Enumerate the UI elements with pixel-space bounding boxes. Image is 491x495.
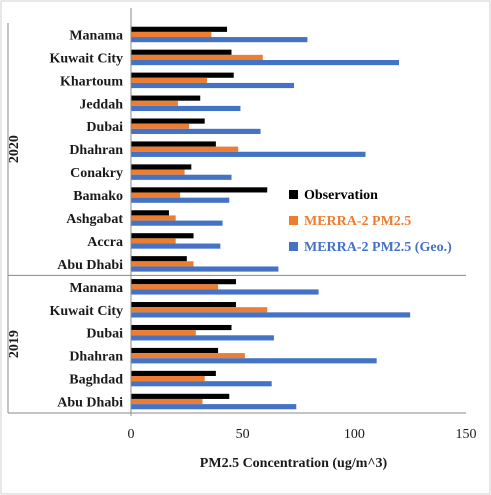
bar-observation-bamako-2020 <box>131 187 268 193</box>
bar-merra-2-pm2-5-dubai-2020 <box>131 123 190 129</box>
category-label: Manama <box>69 281 123 296</box>
category-label: Dubai <box>86 327 123 342</box>
bar-merra-2-pm2-5-geo-manama-2019 <box>131 289 319 295</box>
category-label: Kuwait City <box>50 304 124 319</box>
bar-merra-2-pm2-5-geo-jeddah-2020 <box>131 105 241 112</box>
category-label: Dubai <box>86 120 123 135</box>
legend-swatch <box>289 216 298 225</box>
bar-merra-2-pm2-5-geo-bamako-2020 <box>131 197 230 203</box>
category-label: Bamako <box>73 189 123 204</box>
category-label: Ashgabat <box>66 212 123 227</box>
bar-observation-manama-2020 <box>131 26 228 32</box>
bar-merra-2-pm2-5-geo-abu-dhabi-2020 <box>131 266 279 272</box>
bar-merra-2-pm2-5-baghdad-2019 <box>131 376 205 382</box>
category-label: Abu Dhabi <box>57 258 123 273</box>
bar-observation-ashgabat-2020 <box>131 210 169 216</box>
x-tick-label: 100 <box>344 427 365 442</box>
bar-observation-abu-dhabi-2019 <box>131 393 230 399</box>
bar-merra-2-pm2-5-geo-dubai-2020 <box>131 128 261 134</box>
category-label: Conakry <box>70 166 123 181</box>
bar-merra-2-pm2-5-geo-kuwait-city-2020 <box>131 59 399 66</box>
bar-merra-2-pm2-5-geo-abu-dhabi-2019 <box>131 404 297 410</box>
category-label: Dhahran <box>69 350 123 365</box>
category-label: Jeddah <box>79 97 123 112</box>
bar-merra-2-pm2-5-geo-conakry-2020 <box>131 174 232 180</box>
category-label: Baghdad <box>69 373 123 388</box>
bar-merra-2-pm2-5-geo-dubai-2019 <box>131 335 274 341</box>
bar-merra-2-pm2-5-accra-2020 <box>131 238 176 244</box>
bar-merra-2-pm2-5-conakry-2020 <box>131 169 185 175</box>
bar-merra-2-pm2-5-ashgabat-2020 <box>131 215 176 221</box>
bar-merra-2-pm2-5-geo-dhahran-2020 <box>131 151 366 157</box>
category-labels: Manama Kuwait City Khartoum Jeddah Dubai Dhah… <box>7 28 123 410</box>
category-label: Abu Dhabi <box>57 396 123 411</box>
bar-observation-dhahran-2020 <box>131 141 216 147</box>
bar-merra-2-pm2-5-bamako-2020 <box>131 192 181 198</box>
category-label: Dhahran <box>69 143 123 158</box>
legend-label: Observation <box>304 188 378 203</box>
bar-observation-dhahran-2019 <box>131 347 219 354</box>
category-label: Kuwait City <box>50 51 124 66</box>
group-label-2019: 2019 <box>7 330 22 358</box>
x-axis-title: PM2.5 Concentration (ug/m^3) <box>200 456 388 471</box>
legend-label: MERRA-2 PM2.5 (Geo.) <box>304 240 452 255</box>
bar-merra-2-pm2-5-geo-manama-2020 <box>131 37 308 43</box>
category-label: Accra <box>87 235 123 250</box>
category-label: Khartoum <box>60 74 123 89</box>
bar-observation-manama-2019 <box>131 279 236 285</box>
legend-label: MERRA-2 PM2.5 <box>304 214 411 229</box>
x-tick-label: 150 <box>456 427 477 442</box>
x-tick-label: 0 <box>128 427 135 442</box>
bar-merra-2-pm2-5-dubai-2019 <box>131 330 196 336</box>
bar-merra-2-pm2-5-dhahran-2020 <box>131 146 239 152</box>
x-tick-label: 50 <box>236 427 250 442</box>
bar-merra-2-pm2-5-manama-2020 <box>131 31 212 38</box>
legend-swatch <box>289 190 298 199</box>
bar-merra-2-pm2-5-kuwait-city-2020 <box>131 54 263 60</box>
bar-merra-2-pm2-5-geo-kuwait-city-2019 <box>131 312 411 318</box>
legend: Observation MERRA-2 PM2.5 MERRA-2 PM2.5 (G… <box>289 188 452 255</box>
bar-merra-2-pm2-5-jeddah-2020 <box>131 100 178 106</box>
bar-observation-conakry-2020 <box>131 164 192 170</box>
bar-observation-dubai-2020 <box>131 118 205 124</box>
bar-observation-kuwait-city-2020 <box>131 49 232 55</box>
bar-merra-2-pm2-5-geo-ashgabat-2020 <box>131 220 223 226</box>
bar-observation-accra-2020 <box>131 233 194 239</box>
bar-merra-2-pm2-5-dhahran-2019 <box>131 353 245 359</box>
bar-observation-dubai-2019 <box>131 324 232 331</box>
bar-observation-kuwait-city-2019 <box>131 302 236 308</box>
bars-layer <box>131 26 411 410</box>
bar-merra-2-pm2-5-khartoum-2020 <box>131 77 207 83</box>
bar-merra-2-pm2-5-abu-dhabi-2020 <box>131 261 194 267</box>
bar-merra-2-pm2-5-abu-dhabi-2019 <box>131 398 203 405</box>
bar-merra-2-pm2-5-geo-dhahran-2019 <box>131 358 377 364</box>
bar-observation-baghdad-2019 <box>131 370 216 377</box>
x-axis: 0 50 100 150 PM2.5 Concentration (ug/m^3) <box>7 8 477 471</box>
bar-observation-khartoum-2020 <box>131 72 234 78</box>
bar-observation-jeddah-2020 <box>131 95 201 101</box>
bar-merra-2-pm2-5-geo-accra-2020 <box>131 243 221 249</box>
legend-swatch <box>289 242 298 251</box>
bar-observation-abu-dhabi-2020 <box>131 256 187 262</box>
bar-merra-2-pm2-5-geo-khartoum-2020 <box>131 82 295 89</box>
bar-merra-2-pm2-5-manama-2019 <box>131 284 219 290</box>
bar-merra-2-pm2-5-kuwait-city-2019 <box>131 307 268 313</box>
category-label: Manama <box>69 28 123 43</box>
group-label-2020: 2020 <box>7 135 22 163</box>
bar-merra-2-pm2-5-geo-baghdad-2019 <box>131 381 272 387</box>
